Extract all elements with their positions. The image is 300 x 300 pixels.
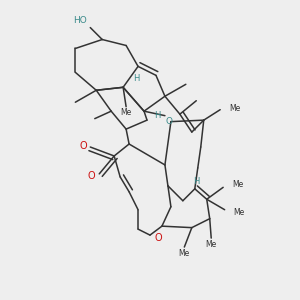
Text: H: H xyxy=(134,74,140,83)
Text: H: H xyxy=(154,111,161,120)
Text: Me: Me xyxy=(206,240,217,249)
Text: O: O xyxy=(88,171,96,181)
Text: O: O xyxy=(80,140,88,151)
Text: H: H xyxy=(193,177,200,186)
Text: O: O xyxy=(154,233,162,243)
Text: O: O xyxy=(166,117,173,126)
Text: Me: Me xyxy=(229,104,240,113)
Text: Me: Me xyxy=(232,180,243,189)
Text: Me: Me xyxy=(179,248,190,257)
Text: Me: Me xyxy=(234,208,245,217)
Text: Me: Me xyxy=(121,108,132,117)
Text: HO: HO xyxy=(73,16,87,25)
